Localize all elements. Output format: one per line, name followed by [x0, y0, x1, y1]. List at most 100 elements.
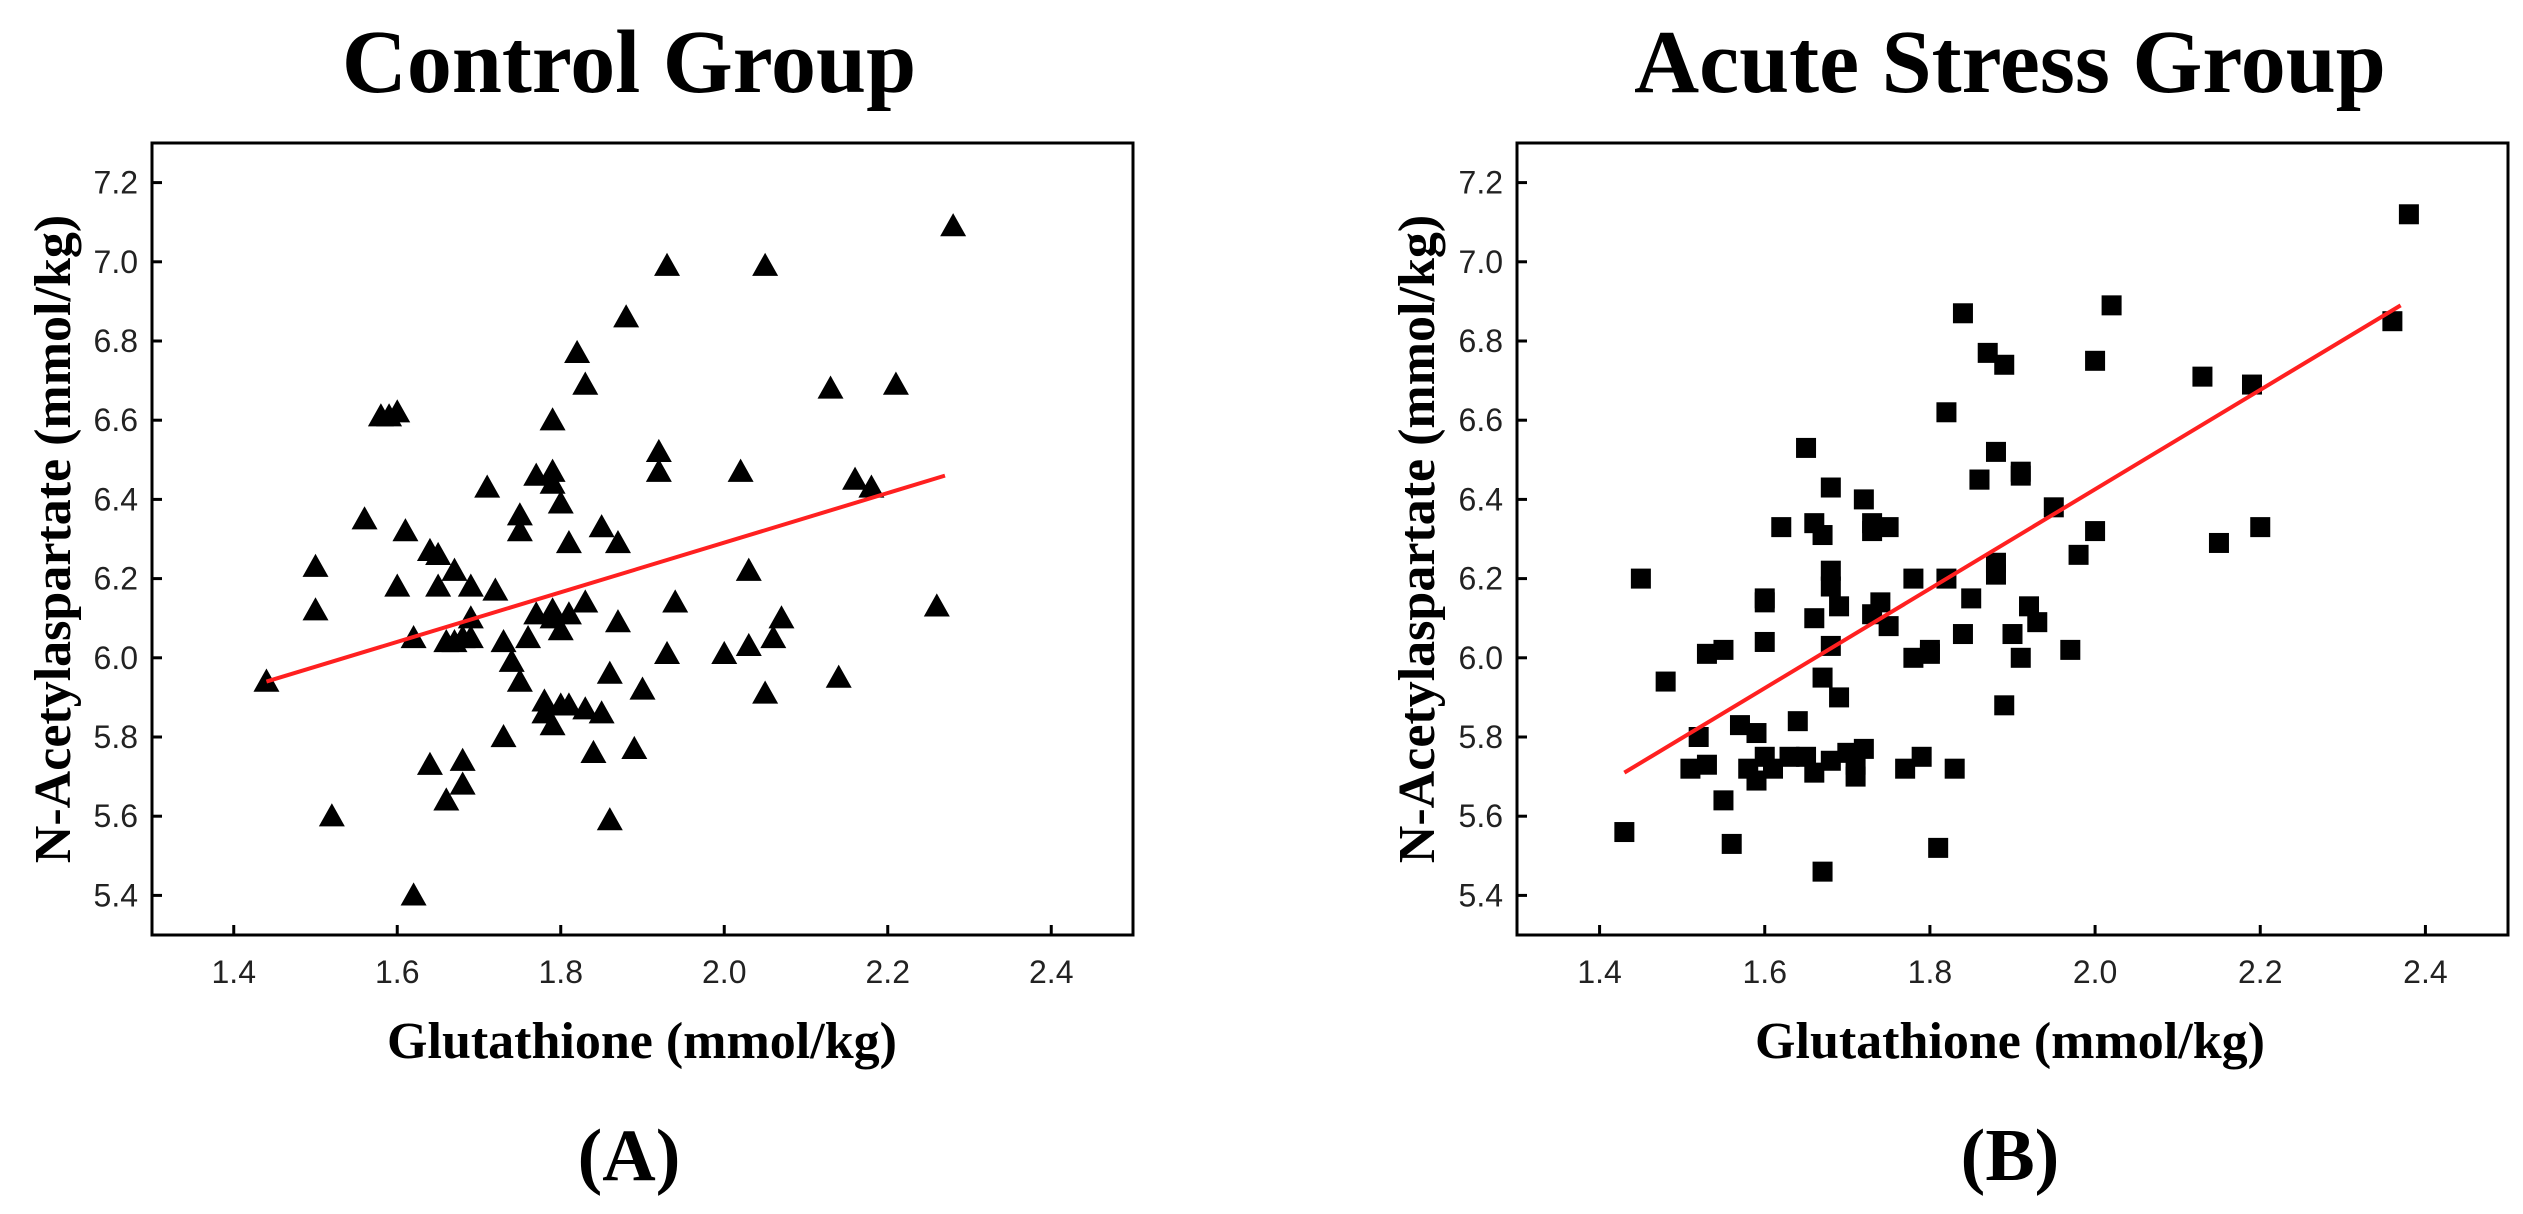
- data-point: [1696, 754, 1717, 775]
- data-point: [842, 466, 869, 490]
- data-point: [2101, 295, 2122, 316]
- data-point: [1829, 596, 1850, 617]
- data-point: [2010, 647, 2031, 668]
- data-point: [882, 371, 909, 395]
- data-point: [1911, 746, 1932, 767]
- y-tick-label: 5.8: [94, 719, 138, 755]
- x-tick-label: 2.0: [2073, 954, 2117, 990]
- data-point: [555, 692, 582, 716]
- data-point: [433, 787, 460, 811]
- data-point: [539, 458, 566, 482]
- data-point: [351, 506, 378, 530]
- data-point: [2068, 544, 2089, 565]
- data-point: [2010, 461, 2031, 482]
- data-point: [1903, 647, 1924, 668]
- data-point: [482, 577, 509, 601]
- data-point: [1771, 517, 1792, 538]
- data-point: [1853, 738, 1874, 759]
- data-point: [604, 529, 631, 554]
- data-point: [2192, 366, 2213, 387]
- data-point: [752, 680, 779, 704]
- data-point: [506, 518, 533, 542]
- y-tick-label: 5.4: [94, 877, 138, 913]
- data-point: [629, 676, 656, 700]
- data-point: [555, 529, 582, 554]
- data-point: [1746, 770, 1767, 791]
- data-point: [1713, 790, 1734, 811]
- data-point: [1952, 303, 1973, 324]
- data-point: [2002, 624, 2023, 645]
- x-tick-label: 2.0: [702, 954, 746, 990]
- plot-area-acute-stress: 1.4 1.6 1.8 2.0 2.2 2.4 5.4 5.6 5.8 6.0 6.2 6.4 6.6 6…: [1459, 141, 2510, 990]
- y-tick-label: 6.6: [94, 402, 138, 438]
- data-point: [1952, 624, 1973, 645]
- data-point: [825, 664, 852, 688]
- data-point: [735, 632, 762, 657]
- data-point: [654, 252, 681, 276]
- data-point: [621, 735, 648, 760]
- data-point: [768, 605, 795, 629]
- data-point: [1820, 750, 1841, 771]
- data-point: [940, 213, 967, 237]
- data-point: [384, 399, 411, 423]
- data-point: [817, 375, 844, 399]
- data-point: [449, 747, 476, 771]
- data-point: [1614, 822, 1635, 843]
- x-tick-label: 1.4: [1577, 954, 1621, 990]
- y-tick-label: 7.2: [1459, 165, 1503, 201]
- y-axis-label-acute-stress: N-Acetylaspartate (mmol/kg): [1389, 215, 1446, 863]
- y-tick-label: 5.4: [1459, 877, 1503, 913]
- x-tick-label: 2.4: [1029, 954, 1073, 990]
- data-point: [572, 696, 599, 720]
- x-tick-label: 1.6: [375, 954, 419, 990]
- data-point: [923, 593, 950, 617]
- data-point: [2398, 204, 2419, 225]
- x-tick-label: 1.8: [1908, 954, 1952, 990]
- y-axis-label-control: N-Acetylaspartate (mmol/kg): [25, 215, 82, 863]
- x-axis-label-control: Glutathione (mmol/kg): [387, 1013, 897, 1070]
- data-point: [2027, 612, 2048, 633]
- data-point: [425, 573, 452, 597]
- data-point: [1845, 754, 1866, 775]
- data-point: [645, 458, 672, 482]
- y-tick-label: 6.4: [1459, 481, 1503, 517]
- data-point: [1721, 833, 1742, 854]
- data-point: [727, 458, 754, 482]
- data-point: [613, 304, 640, 328]
- data-point: [506, 668, 533, 692]
- data-point: [1812, 525, 1833, 546]
- chart-title-acute-stress: Acute Stress Group: [1634, 13, 2386, 112]
- data-point: [2250, 517, 2271, 538]
- data-point: [416, 751, 443, 775]
- data-point: [1878, 616, 1899, 637]
- data-point: [1820, 560, 1841, 581]
- data-point: [490, 724, 517, 748]
- data-point: [1928, 837, 1949, 858]
- data-point: [1804, 762, 1825, 783]
- data-point: [498, 648, 525, 672]
- data-point: [1729, 715, 1750, 736]
- x-tick-label: 1.4: [212, 954, 256, 990]
- data-point: [2019, 596, 2040, 617]
- data-point: [858, 474, 885, 498]
- y-tick-label: 6.8: [1459, 323, 1503, 359]
- data-point: [1796, 437, 1817, 458]
- y-tick-label: 6.8: [94, 323, 138, 359]
- x-axis-label-acute-stress: Glutathione (mmol/kg): [1755, 1013, 2265, 1070]
- data-point: [2060, 639, 2081, 660]
- data-point: [547, 617, 574, 641]
- x-tick-label: 2.2: [866, 954, 910, 990]
- data-point: [1754, 592, 1775, 613]
- data-point: [457, 573, 484, 597]
- data-point: [302, 553, 329, 577]
- data-point: [654, 640, 681, 664]
- data-point: [1919, 639, 1940, 660]
- data-point: [539, 470, 566, 494]
- plot-frame: [1515, 141, 2510, 937]
- data-point: [1820, 477, 1841, 498]
- data-point: [555, 601, 582, 625]
- data-point: [711, 640, 738, 664]
- data-point: [1994, 695, 2015, 716]
- chart-title-control: Control Group: [342, 13, 916, 112]
